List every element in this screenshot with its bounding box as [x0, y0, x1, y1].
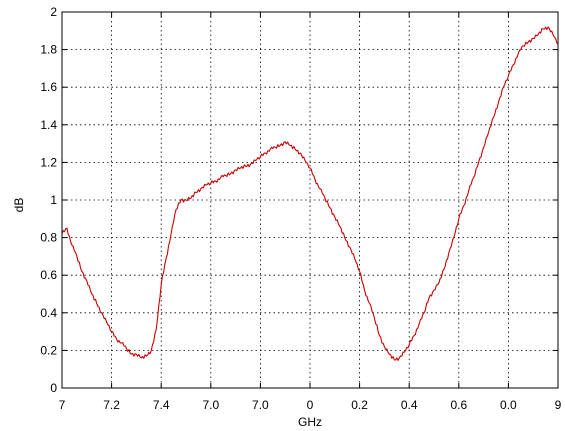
x-tick-label: 9 — [555, 398, 562, 412]
y-tick-label: 1.2 — [40, 155, 57, 169]
x-axis-label: GHz — [298, 415, 322, 429]
y-tick-labels: 0 0.2 0.4 0.6 0.8 1 1.2 1.4 1.6 1.8 2 — [40, 5, 57, 395]
y-tick-label: 1.8 — [40, 43, 57, 57]
y-tick-label: 2 — [50, 5, 57, 19]
y-tick-label: 1 — [50, 193, 57, 207]
x-tick-label: 0.0 — [500, 398, 517, 412]
axis-ticks — [61, 11, 559, 389]
x-tick-label: 7.2 — [103, 398, 120, 412]
y-axis-label: dB — [12, 198, 26, 213]
grid-lines — [62, 12, 558, 388]
x-tick-label: 7.0 — [252, 398, 269, 412]
y-tick-label: 1.6 — [40, 80, 57, 94]
x-tick-labels: 7 7.2 7.4 7.0 7.0 0 0.2 0.4 0.6 0.0 9 — [59, 398, 562, 412]
y-tick-label: 0.2 — [40, 343, 57, 357]
x-tick-label: 0.4 — [401, 398, 418, 412]
y-tick-label: 0.8 — [40, 231, 57, 245]
y-tick-label: 0.4 — [40, 306, 57, 320]
x-tick-label: 7.4 — [153, 398, 170, 412]
series-line — [61, 26, 559, 361]
x-tick-label: 0.6 — [450, 398, 467, 412]
x-tick-label: 7 — [59, 398, 66, 412]
y-tick-label: 0.6 — [40, 268, 57, 282]
y-tick-label: 1.4 — [40, 118, 57, 132]
x-tick-label: 7.0 — [202, 398, 219, 412]
x-tick-label: 0 — [307, 398, 314, 412]
x-tick-label: 0.2 — [351, 398, 368, 412]
y-tick-label: 0 — [50, 381, 57, 395]
